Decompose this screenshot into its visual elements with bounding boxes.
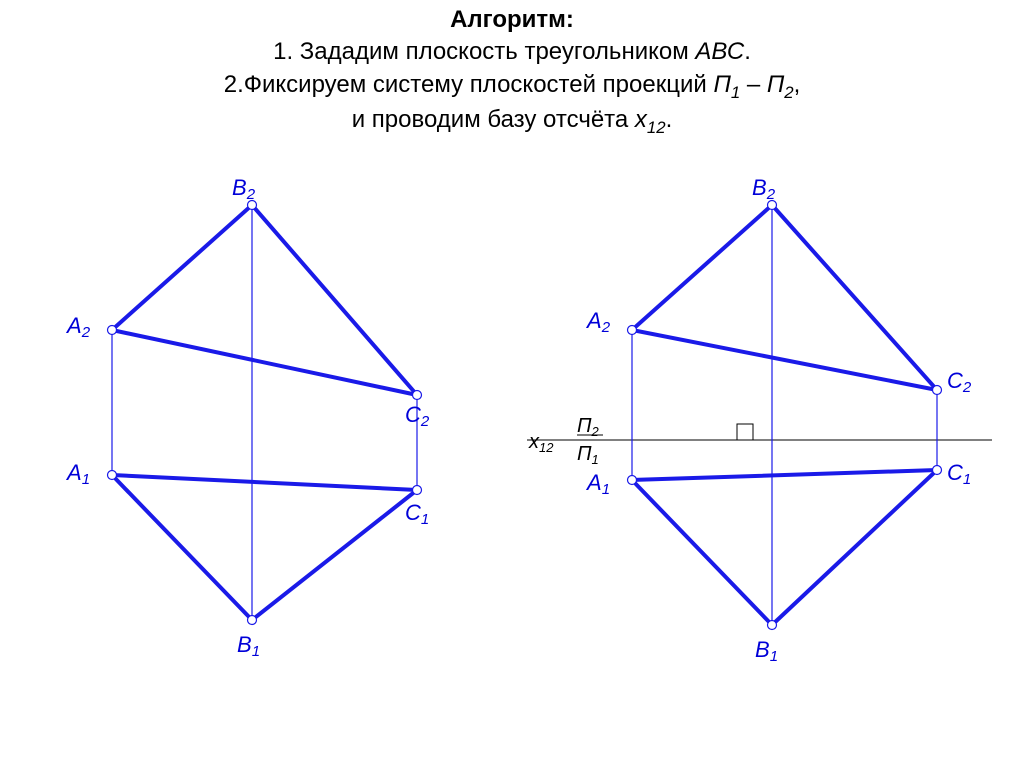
vertex-a1 (108, 470, 117, 479)
diagram-left: A2 B2 C2 A1 B1 C1 (17, 170, 477, 690)
title-line4: и проводим базу отсчёта х12. (352, 106, 673, 133)
vertex-label-b1: B1 (237, 632, 260, 660)
vertex-label-c1: C1 (405, 500, 429, 528)
vertex-b1 (248, 615, 257, 624)
vertex-b1 (768, 620, 777, 629)
vertex-label-c2: C2 (405, 402, 430, 430)
title-block: Алгоритм: 1. Зададим плоскость треугольн… (0, 0, 1024, 140)
vertex-label-a2: A2 (585, 308, 611, 336)
title-line2: 1. Зададим плоскость треугольником АВС. (273, 38, 751, 65)
vertex-c2 (933, 385, 942, 394)
vertex-label-b2: B2 (232, 175, 256, 203)
vertex-c1 (413, 485, 422, 494)
vertex-a2 (108, 325, 117, 334)
svg-text:х12: х12 (528, 431, 554, 455)
vertex-a1 (628, 475, 637, 484)
title-line1: Алгоритм: (450, 6, 574, 33)
triangle-edge (112, 475, 252, 620)
vertex-label-c1: C1 (947, 460, 971, 488)
triangle-edge (112, 475, 417, 490)
diagram-right: х12П2П1A2B2C2A1B1C1 (487, 170, 1007, 690)
triangle-edge (632, 205, 772, 330)
vertex-c2 (413, 390, 422, 399)
triangle-edge (632, 480, 772, 625)
triangle-edge (112, 205, 252, 330)
vertex-label-c2: C2 (947, 368, 972, 396)
triangle-edge (772, 470, 937, 625)
title-line3: 2.Фиксируем систему плоскостей проекций … (224, 71, 801, 98)
vertex-label-a2: A2 (65, 313, 91, 341)
triangle-edge (252, 490, 417, 620)
triangle-edge (632, 470, 937, 480)
vertex-a2 (628, 325, 637, 334)
vertex-label-a1: A1 (65, 460, 90, 488)
svg-text:П1: П1 (577, 443, 599, 467)
vertex-c1 (933, 465, 942, 474)
vertex-label-b1: B1 (755, 637, 778, 665)
vertex-label-b2: B2 (752, 175, 776, 203)
vertex-label-a1: A1 (585, 470, 610, 498)
